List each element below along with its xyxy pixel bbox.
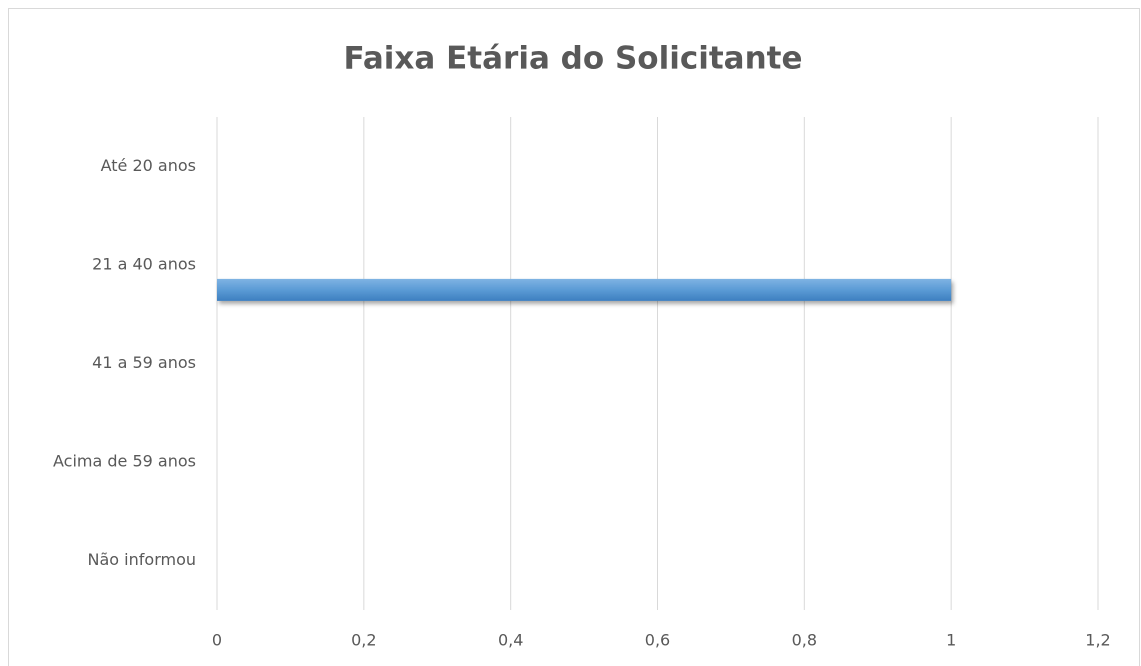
x-tick-label: 0,4 bbox=[498, 631, 523, 650]
x-tick-label: 0,6 bbox=[645, 631, 670, 650]
x-tick-label: 1 bbox=[946, 631, 956, 650]
x-tick-label: 1,2 bbox=[1085, 631, 1110, 650]
x-tick-label: 0 bbox=[212, 631, 222, 650]
x-tick-label: 0,2 bbox=[351, 631, 376, 650]
y-tick-label: Acima de 59 anos bbox=[53, 452, 196, 471]
x-tick-label: 0,8 bbox=[792, 631, 817, 650]
y-tick-label: Não informou bbox=[88, 550, 196, 569]
y-tick-label: 41 a 59 anos bbox=[92, 353, 196, 372]
bar bbox=[217, 278, 952, 301]
chart-title: Faixa Etária do Solicitante bbox=[344, 41, 803, 77]
y-tick-label: Até 20 anos bbox=[101, 156, 196, 175]
y-tick-label: 21 a 40 anos bbox=[92, 254, 196, 273]
